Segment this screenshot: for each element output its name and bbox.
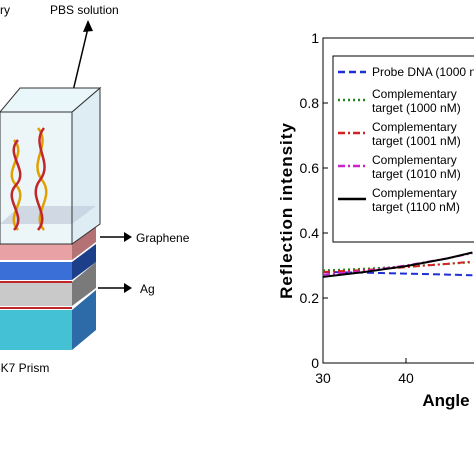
legend-label: Complementary target (1000 nM) <box>372 87 461 115</box>
dna <box>10 139 22 231</box>
y-tick-label: 0.4 <box>300 225 320 241</box>
legend-line: target (1100 nM) <box>372 200 460 214</box>
arrow-head <box>83 20 93 32</box>
legend-label: Complementary target (1010 nM) <box>372 153 461 181</box>
y-tick-label: 1 <box>311 30 319 46</box>
solution-box <box>0 111 73 245</box>
dna <box>34 127 46 231</box>
y-tick-label: 0.6 <box>300 160 320 176</box>
x-tick-label: 30 <box>315 370 331 386</box>
x-tick-label: 40 <box>398 370 414 386</box>
prism <box>0 310 72 350</box>
legend-label: Complementary target (1100 nM) <box>372 186 460 214</box>
box-side <box>71 86 101 245</box>
legend-line: Complementary <box>372 153 457 167</box>
series-line <box>322 271 473 277</box>
legend-line: target (1001 nM) <box>372 134 461 148</box>
legend-label: Probe DNA (1000 nM) <box>372 65 474 79</box>
pbs-label: PBS solution <box>50 3 119 17</box>
ag-side <box>72 262 96 306</box>
prism-side <box>72 290 96 350</box>
y-tick-label: 0.8 <box>300 95 320 111</box>
legend-box <box>332 55 474 243</box>
legend-line: Complementary <box>372 186 457 200</box>
graphene-side <box>72 226 96 260</box>
cropped-label: ry <box>0 3 10 17</box>
legend-line: Complementary <box>372 87 457 101</box>
legend-label: Complementary target (1001 nM) <box>372 120 461 148</box>
blue-side <box>72 244 96 280</box>
dna <box>36 127 48 231</box>
blue-layer <box>0 262 72 280</box>
legend-line: Complementary <box>372 120 457 134</box>
graphene-layer <box>0 244 72 260</box>
arrow-head <box>124 232 132 242</box>
arrow-head <box>124 283 132 293</box>
series-line <box>322 251 473 278</box>
graphene-label: Graphene <box>136 231 190 245</box>
x-axis-label: Angle <box>422 391 469 410</box>
y-tick-label: 0 <box>311 355 319 371</box>
y-tick-label: 0.2 <box>300 290 320 306</box>
ag-label: Ag <box>140 282 155 296</box>
y-axis-label: Reflection intensity <box>277 122 296 299</box>
diagram: ry PBS solution Graphene Ag 3K7 Prism <box>0 3 190 375</box>
chart: 0 0.2 0.4 0.6 0.8 1 30 40 Angle Reflection intens… <box>277 30 474 410</box>
box-top <box>0 87 102 113</box>
legend-line: target (1000 nM) <box>372 101 461 115</box>
prism-label: 3K7 Prism <box>0 361 49 375</box>
ag-layer <box>0 282 72 306</box>
plot-frame <box>322 37 474 364</box>
legend-line: target (1010 nM) <box>372 167 461 181</box>
